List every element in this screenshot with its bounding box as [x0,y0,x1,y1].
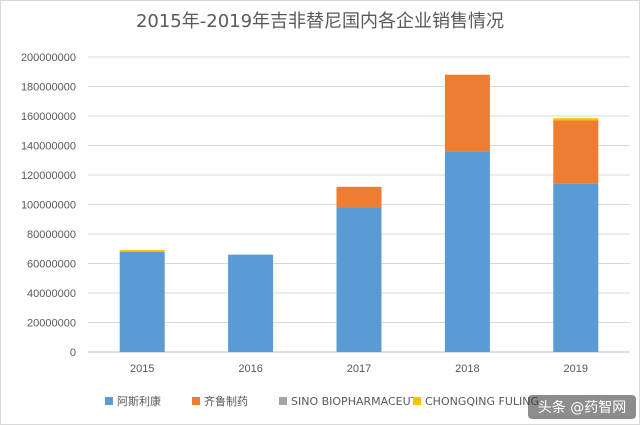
legend-label: SINO BIOPHARMACEUT [291,395,418,408]
y-tick-label: 40000000 [27,288,76,300]
watermark: 头条 @药智网 [528,395,636,419]
bar-segment [228,254,274,352]
bar-segment [553,183,599,352]
watermark-background [528,395,636,419]
bar-segment [336,207,382,352]
y-tick-label: 100000000 [21,200,76,212]
x-tick-label: 2018 [455,363,479,375]
legend-label: CHONGQING FULING [425,395,539,408]
x-tick-label: 2016 [238,363,262,375]
legend-swatch [192,397,200,405]
y-tick-label: 140000000 [21,141,76,153]
bar-segment [444,74,490,152]
y-tick-label: 200000000 [21,52,76,64]
y-tick-label: 180000000 [21,82,76,94]
grid-layer [88,56,630,353]
bar-segment [444,151,490,352]
legend-swatch [413,397,421,405]
bar-segment [553,118,599,121]
y-tick-label: 120000000 [21,170,76,182]
legend-swatch [279,397,287,405]
bar-segment [119,251,165,352]
legend: 阿斯利康 齐鲁制药 SINO BIOPHARMACEUT CHONGQING FULI… [105,394,539,408]
legend-label: 阿斯利康 [117,394,161,408]
x-tick-label: 2017 [347,363,371,375]
bar-segment [336,186,382,208]
watermark-text: 头条 @药智网 [538,399,626,416]
bar-segment [119,249,165,252]
axis-layer: 0 20000000 40000000 60000000 80000000 1000000… [21,52,588,375]
legend-label: 齐鲁制药 [204,394,248,408]
y-tick-label: 20000000 [27,318,76,330]
bars-layer [119,74,599,352]
x-tick-label: 2019 [564,363,588,375]
y-tick-label: 60000000 [27,259,76,271]
y-tick-label: 160000000 [21,111,76,123]
x-tick-label: 2015 [130,363,154,375]
bar-segment [553,120,599,184]
y-tick-label: 80000000 [27,229,76,241]
y-tick-label: 0 [70,347,76,359]
legend-swatch [105,397,113,405]
chart-title: 2015年-2019年吉非替尼国内各企业销售情况 [136,11,504,32]
